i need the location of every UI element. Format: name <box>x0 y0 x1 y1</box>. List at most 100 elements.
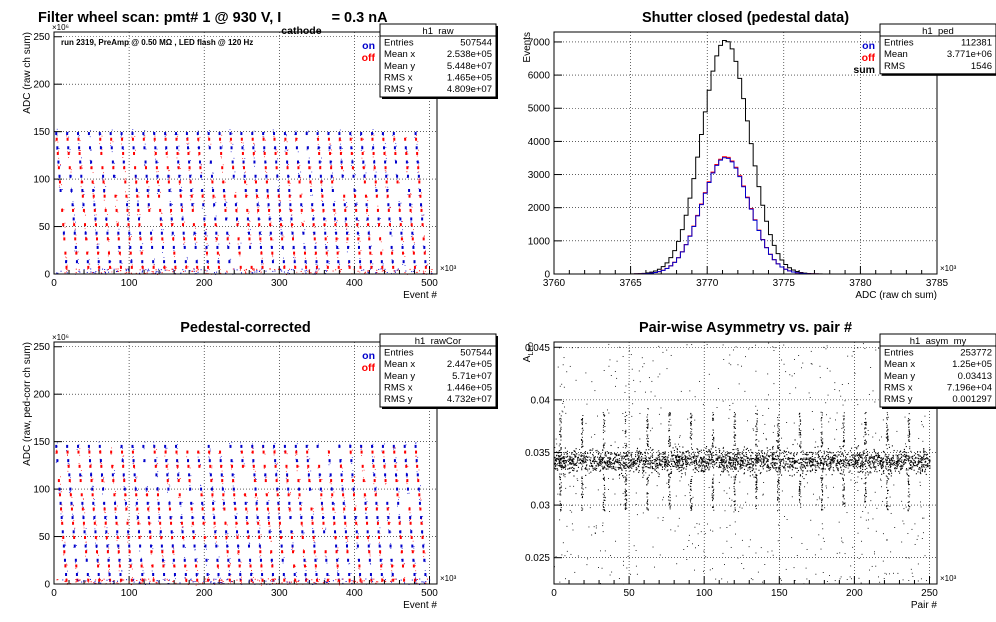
raw-point-on <box>365 172 367 174</box>
cor-point-off <box>358 537 359 539</box>
cor-point-off <box>139 535 141 537</box>
cor-point-cluster-on <box>167 487 170 491</box>
raw-point-on <box>143 135 145 137</box>
raw-point-cluster-off <box>318 151 321 155</box>
raw-point-off <box>185 265 187 266</box>
raw-point-on <box>170 188 172 190</box>
raw-point-cluster-off <box>236 223 239 227</box>
cor-point-on <box>277 502 279 504</box>
raw-point-on <box>105 218 106 220</box>
raw-point-on <box>115 177 116 178</box>
raw-point-off <box>74 208 75 210</box>
raw-point-off <box>423 225 424 227</box>
raw-point-on <box>346 251 348 253</box>
asym-point <box>882 463 884 466</box>
cor-point-cluster-on <box>293 573 296 577</box>
cor-point-on <box>418 474 419 476</box>
raw-point-off <box>95 214 97 216</box>
asym-point <box>671 454 673 456</box>
raw-point-baseline <box>274 270 276 272</box>
raw-point-cluster-off <box>257 208 260 212</box>
raw-point-on <box>387 186 389 188</box>
raw-ytick-label: 50 <box>39 222 51 233</box>
cor-point-cluster-off <box>393 450 396 454</box>
cor-point-on <box>83 518 85 520</box>
raw-point-cluster-off <box>128 237 131 241</box>
raw-point-cluster-off <box>191 208 194 212</box>
cor-point-on <box>123 486 125 487</box>
cor-point-on <box>158 503 160 505</box>
raw-point-baseline <box>139 272 141 274</box>
raw-point-off <box>200 172 202 174</box>
raw-point-off <box>224 198 226 200</box>
cor-point-on <box>417 456 419 458</box>
cor-point-cluster-on <box>245 516 248 520</box>
raw-point-off <box>103 172 104 174</box>
raw-point-on <box>133 146 134 148</box>
cor-point-cluster-off <box>283 578 286 582</box>
raw-point-off <box>338 251 340 253</box>
raw-point-on <box>331 186 333 188</box>
raw-point-on <box>286 150 288 151</box>
raw-point-off <box>410 193 412 195</box>
raw-point-off <box>419 178 420 180</box>
cor-point-off <box>307 468 309 469</box>
raw-point-cluster-off <box>152 265 155 269</box>
cor-point-cluster-off <box>69 493 72 497</box>
cor-point-cluster-on <box>84 544 87 548</box>
raw-point-on <box>190 160 191 161</box>
cor-point-cluster-on <box>267 516 270 520</box>
raw-point-cluster-on <box>332 203 335 207</box>
cor-point-cluster-off <box>410 535 413 539</box>
cor-point-cluster-off <box>91 493 94 497</box>
raw-point-cluster-on <box>200 174 203 178</box>
asym-point <box>900 465 902 467</box>
raw-point-off <box>128 214 130 216</box>
asym-point <box>715 457 717 459</box>
raw-point-cluster-on <box>282 260 285 264</box>
raw-point-cluster-on <box>167 174 170 178</box>
raw-point-off <box>402 221 403 222</box>
cor-point-on <box>91 485 93 487</box>
cor-point-cluster-on <box>107 558 110 562</box>
raw-point-off <box>126 197 128 199</box>
raw-point-off <box>336 220 338 222</box>
raw-point-off <box>70 171 72 173</box>
cor-point-off <box>131 451 133 452</box>
raw-point-off <box>250 234 252 236</box>
cor-point-baseline <box>143 579 145 581</box>
asym-point <box>580 454 583 456</box>
raw-point-baseline <box>107 268 109 270</box>
cor-point-cluster-off <box>135 493 138 497</box>
raw-point-baseline <box>244 271 246 273</box>
cor-point-baseline <box>123 579 125 581</box>
cor-point-on <box>219 457 221 459</box>
cor-point-baseline <box>360 581 362 583</box>
raw-point-on <box>401 220 403 222</box>
cor-point-off <box>108 570 109 572</box>
cor-point-on <box>99 458 101 460</box>
raw-point-off <box>198 155 200 157</box>
raw-point-off <box>383 140 385 142</box>
cor-point-off <box>247 536 249 538</box>
cor-point-off <box>282 536 283 538</box>
cor-point-on <box>310 470 312 472</box>
raw-point-on <box>321 161 322 163</box>
cor-point-on <box>171 516 173 518</box>
raw-point-cluster-off <box>118 251 121 255</box>
cor-point-cluster-off <box>420 521 423 525</box>
raw-point-on <box>139 236 141 238</box>
raw-point-on <box>253 157 255 159</box>
cor-point-off <box>234 498 235 500</box>
raw-point-on <box>206 228 207 230</box>
raw-point-cluster-on <box>362 160 365 164</box>
raw-point-cluster-on <box>135 188 138 192</box>
raw-point-baseline <box>189 270 191 272</box>
cor-point-on <box>314 542 316 544</box>
cor-point-on <box>88 576 90 577</box>
raw-point-off <box>369 234 371 236</box>
cor-point-cluster-off <box>273 450 276 454</box>
cor-point-baseline <box>101 580 103 582</box>
raw-point-on <box>304 249 306 251</box>
raw-point-cluster-off <box>298 180 301 184</box>
